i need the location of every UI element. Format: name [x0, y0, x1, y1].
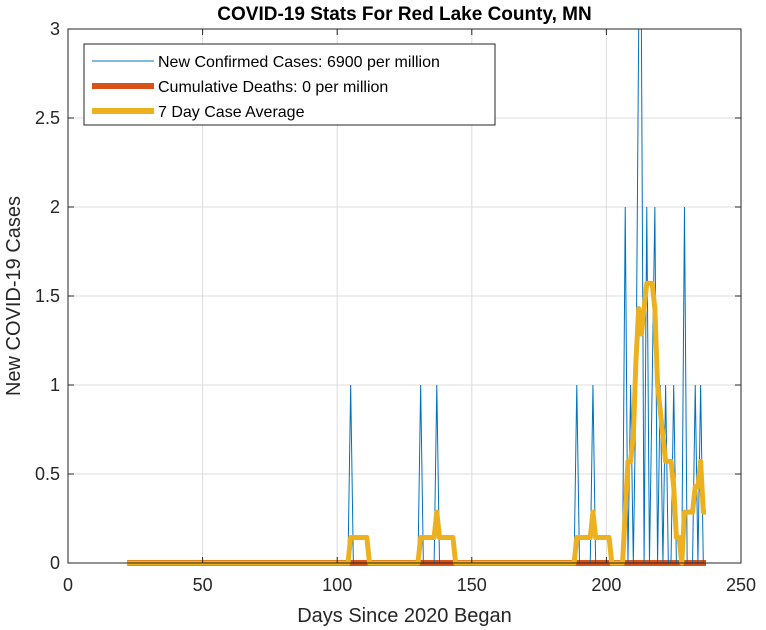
x-axis-label: Days Since 2020 Began: [297, 605, 512, 627]
x-tick-label: 200: [591, 575, 621, 595]
x-tick-label: 0: [63, 575, 73, 595]
y-tick-label: 0.5: [35, 464, 60, 484]
series-line-7-day-average: [127, 280, 706, 566]
y-tick-label: 1: [50, 375, 60, 395]
chart-title: COVID-19 Stats For Red Lake County, MN: [217, 4, 591, 25]
y-tick-label: 1.5: [35, 286, 60, 306]
y-tick-label: 2: [50, 197, 60, 217]
y-tick-label: 3: [50, 19, 60, 39]
y-axis-label: New COVID-19 Cases: [3, 196, 25, 396]
y-tick-label: 2.5: [35, 108, 60, 128]
legend-entry-label: 7 Day Case Average: [158, 104, 305, 121]
axis-ticks: 0 50 100 150 200 250 0 0.5 1 1.5 2 2.5 3: [35, 19, 756, 595]
x-tick-label: 100: [322, 575, 352, 595]
y-tick-label: 0: [50, 553, 60, 573]
x-tick-label: 50: [193, 575, 213, 595]
x-tick-label: 250: [726, 575, 756, 595]
legend: New Confirmed Cases: 6900 per million Cum…: [83, 43, 496, 126]
x-tick-label: 150: [457, 575, 487, 595]
legend-entry-label: Cumulative Deaths: 0 per million: [158, 79, 388, 96]
legend-entry-label: New Confirmed Cases: 6900 per million: [158, 54, 440, 71]
